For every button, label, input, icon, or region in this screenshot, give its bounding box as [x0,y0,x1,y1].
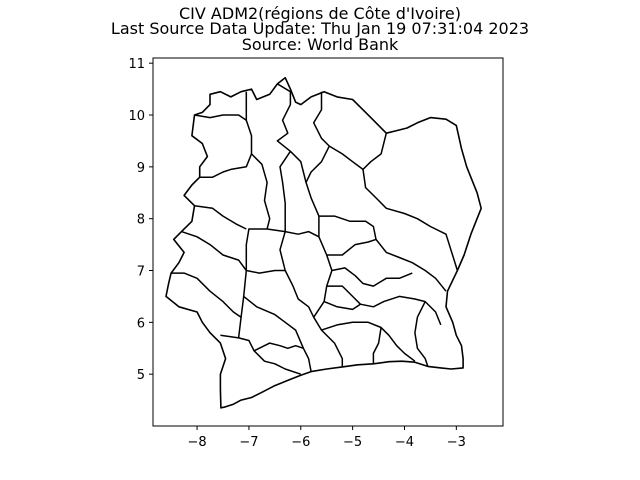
chart-title: CIV ADM2(régions de Côte d'Ivoire) [179,4,461,23]
region-border [199,153,253,178]
chart-subtitle-update: Last Source Data Update: Thu Jan 19 07:3… [110,19,530,38]
region-border [181,230,247,271]
region-border [323,300,361,311]
region-border [326,285,442,326]
x-tick-label: −8 [187,435,206,450]
region-border [305,145,330,183]
axes-frame [152,57,504,427]
region-border [312,91,388,171]
region-border [194,114,247,121]
chart-subtitle-source: Source: World Bank [241,35,399,54]
region-border [279,231,315,318]
region-border [194,204,247,230]
region-border [331,267,413,287]
region-border [246,269,286,274]
country-outline [165,76,483,409]
map-regions [165,76,483,409]
region-border [279,150,292,232]
y-tick-label: 7 [137,265,145,280]
region-border [171,272,242,318]
region-border [372,327,382,364]
region-border [237,228,320,338]
region-border [220,334,302,375]
region-border [253,342,304,352]
x-tick-label: −4 [395,435,414,450]
x-tick-label: −6 [291,435,310,450]
x-axis: −8 −7 −6 −5 −4 −3 [187,426,466,450]
y-tick-label: 6 [137,316,145,331]
y-tick-label: 10 [128,109,145,124]
region-border [245,91,271,230]
x-tick-label: −5 [343,435,362,450]
region-border [414,301,429,367]
region-border [362,169,459,271]
region-border [243,295,312,372]
y-tick-label: 8 [137,213,145,228]
x-tick-label: −7 [239,435,258,450]
y-tick-label: 11 [128,57,145,72]
region-border [326,238,377,256]
y-tick-label: 9 [137,161,145,176]
region-border [318,215,447,292]
x-tick-label: −3 [447,435,466,450]
y-tick-label: 5 [137,368,145,383]
y-axis: 5 6 7 8 9 10 11 [128,57,153,383]
